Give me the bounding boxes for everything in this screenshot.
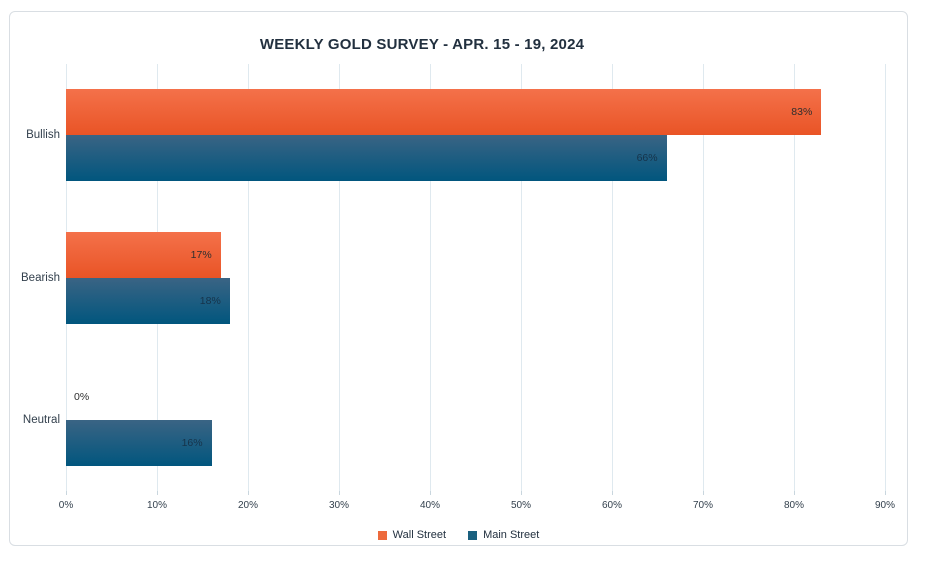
legend-swatch-icon <box>377 530 387 540</box>
x-axis-tick <box>339 491 340 495</box>
gridline <box>703 64 704 491</box>
x-axis-tick-label: 70% <box>692 500 714 511</box>
legend-label: Main Street <box>483 529 540 541</box>
gridline <box>612 64 613 491</box>
gridline <box>521 64 522 491</box>
bar-wall-street <box>66 89 822 136</box>
gridline <box>794 64 795 491</box>
legend-item-wall-street: Wall Street <box>377 529 447 541</box>
bar-value-label: 17% <box>190 248 212 261</box>
x-axis-tick-label: 10% <box>146 500 168 511</box>
chart-title: WEEKLY GOLD SURVEY - APR. 15 - 19, 2024 <box>259 36 585 53</box>
plot-area: 83% 66% 17% 18% 0% 16% <box>66 64 886 491</box>
bar-value-label: 0% <box>74 390 90 403</box>
x-axis-tick <box>794 491 795 495</box>
x-axis-tick <box>885 491 886 495</box>
gridline <box>430 64 431 491</box>
legend-swatch-icon <box>468 530 478 540</box>
x-axis-tick-label: 0% <box>58 500 74 511</box>
bar-value-label: 16% <box>181 436 203 449</box>
x-axis-tick-label: 60% <box>601 500 623 511</box>
category-label: Neutral <box>22 413 60 426</box>
x-axis-tick <box>430 491 431 495</box>
bar-main-street <box>66 277 230 324</box>
legend-item-main-street: Main Street <box>468 529 539 541</box>
legend: Wall Street Main Street <box>10 529 907 541</box>
category-label: Bearish <box>21 271 60 284</box>
x-axis-tick <box>157 491 158 495</box>
x-axis-tick <box>521 491 522 495</box>
x-axis-tick <box>703 491 704 495</box>
x-axis-tick-label: 40% <box>419 500 441 511</box>
bar-value-label: 18% <box>199 294 221 307</box>
bar-wall-street <box>66 231 221 278</box>
category-label: Bullish <box>26 129 60 142</box>
chart-card: WEEKLY GOLD SURVEY - APR. 15 - 19, 2024 … <box>9 11 908 546</box>
gridline <box>248 64 249 491</box>
legend-label: Wall Street <box>392 529 447 541</box>
gridline <box>885 64 886 491</box>
x-axis-tick <box>612 491 613 495</box>
bar-main-street <box>66 419 212 466</box>
bar-main-street <box>66 135 667 182</box>
x-axis-tick-label: 50% <box>510 500 532 511</box>
x-axis-tick <box>248 491 249 495</box>
gridline <box>339 64 340 491</box>
x-axis-tick-label: 90% <box>874 500 896 511</box>
x-axis-tick <box>66 491 67 495</box>
bar-value-label: 83% <box>791 106 813 119</box>
bar-value-label: 66% <box>636 152 658 165</box>
x-axis-tick-label: 80% <box>783 500 805 511</box>
x-axis-tick-label: 20% <box>237 500 259 511</box>
x-axis-tick-label: 30% <box>328 500 350 511</box>
